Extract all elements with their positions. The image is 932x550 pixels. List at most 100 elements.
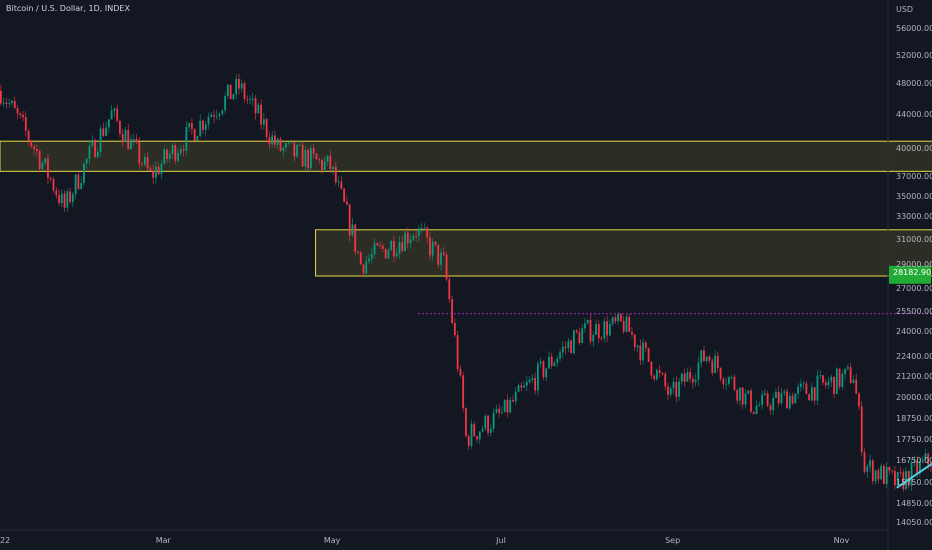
candle [622,316,625,334]
candle [312,143,315,159]
candle [215,110,218,120]
candle [337,176,340,188]
candle [871,458,874,485]
resistance-zone-lower[interactable] [315,229,932,277]
candle [182,144,185,157]
candle [891,469,894,474]
price-tick-label: 52000.00 [896,51,932,60]
candle [33,144,36,156]
candle [298,140,301,147]
current-price-tag: 28182.90 [889,265,931,284]
candle [119,119,121,138]
time-tick-label: Mar [156,536,172,545]
candle [22,110,24,122]
candle [257,102,260,114]
price-tick-label: 33000.00 [896,212,932,221]
candles-layer [0,73,932,492]
candle [517,383,520,393]
price-tick-label: 17750.00 [896,435,932,444]
candle [417,225,420,242]
time-tick-label: 2022 [0,536,10,545]
candle [869,454,871,473]
candle [918,458,921,478]
candle [354,224,357,255]
price-tick-label: 25500.00 [896,307,932,316]
candle [370,247,373,264]
candle [387,248,390,260]
candle [88,140,91,165]
candle [224,92,227,114]
candle [5,97,8,109]
candle [401,235,404,253]
candle [196,135,199,141]
candle [501,406,503,415]
candle [415,230,417,242]
candle [639,339,642,366]
candle [581,323,584,344]
candle [727,376,730,387]
candle [459,365,462,378]
candle [805,380,808,395]
candle [896,471,899,487]
candle [448,274,451,303]
candle [741,386,744,409]
price-tick-label: 22400.00 [896,352,932,361]
candle [794,392,797,404]
candle [379,241,382,249]
candle [315,153,318,160]
candle [542,359,545,381]
price-tick-label: 20000.00 [896,393,932,402]
price-tick-label: 31000.00 [896,235,932,244]
candle [44,158,47,166]
candle [722,377,725,389]
candle [473,421,476,438]
candle [689,367,692,383]
candle [262,112,265,130]
candle [63,190,66,212]
price-tick-label: 35000.00 [896,192,932,201]
resistance-zone-upper[interactable] [0,140,932,172]
candle [420,222,423,234]
candle [575,329,578,334]
candle [697,357,700,386]
candle [218,112,221,120]
candle [19,112,22,119]
candle [642,338,644,365]
candle [149,165,152,172]
candle [813,386,816,405]
candle [910,457,913,491]
candle [357,250,359,255]
candle [550,352,553,369]
candle [221,109,224,116]
candle [672,377,675,395]
price-tick-label: 14850.00 [896,499,932,508]
candle [426,225,429,244]
candle [802,380,805,390]
candle [91,135,94,148]
candle [74,173,77,200]
time-tick-label: Sep [665,536,680,545]
candle [47,154,49,184]
candle [462,371,465,412]
candle [509,396,512,414]
candle [293,142,296,162]
candle [38,149,41,173]
candle [235,74,238,100]
candle [470,419,473,449]
candle [553,360,556,367]
candle [733,374,736,392]
candle [113,107,116,117]
candle [512,395,514,403]
candle [924,448,927,462]
candle [730,374,733,381]
candle [799,379,802,392]
zones-layer [0,140,932,277]
candle [597,320,600,344]
candle [719,367,722,382]
candle [384,248,387,259]
candle [326,155,329,166]
candle [453,318,456,338]
candle [251,92,254,106]
